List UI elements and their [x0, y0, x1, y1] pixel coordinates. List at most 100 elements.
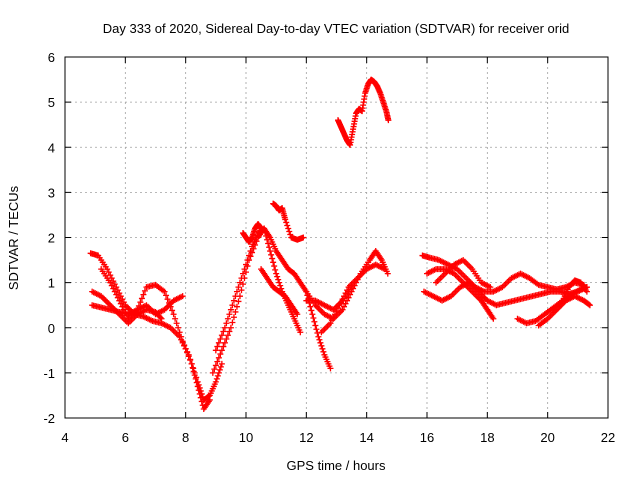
y-tick-label: 3 [48, 185, 55, 200]
data-point-marker [212, 378, 219, 385]
data-point-marker [235, 284, 242, 291]
data-point-marker [239, 281, 246, 288]
x-tick-label: 22 [601, 430, 615, 445]
data-point-marker [246, 252, 253, 259]
data-point-marker [169, 307, 176, 314]
data-point-marker [238, 275, 245, 282]
data-point-marker [244, 257, 251, 264]
data-point-marker [385, 117, 392, 124]
data-point-marker [212, 347, 219, 354]
grid [65, 57, 608, 418]
data-point-marker [178, 333, 185, 340]
data-point-marker [119, 303, 126, 310]
data-point-marker [220, 328, 227, 335]
data-point-marker [258, 225, 265, 232]
data-point-marker [206, 396, 213, 403]
data-point-marker [315, 333, 322, 340]
data-point-marker [226, 311, 233, 318]
data-point-marker [179, 338, 186, 345]
data-point-marker [138, 295, 145, 302]
data-point-marker [313, 326, 320, 333]
data-point-marker [339, 306, 346, 313]
data-point-marker [585, 301, 592, 308]
data-point-marker [214, 358, 221, 365]
data-point-marker [284, 222, 291, 229]
y-tick-label: -1 [43, 366, 55, 381]
data-point-marker [239, 270, 246, 277]
data-point-marker [230, 297, 237, 304]
data-point-marker [205, 393, 212, 400]
data-point-marker [167, 303, 174, 310]
x-tick-label: 14 [359, 430, 373, 445]
data-point-marker [163, 292, 170, 299]
data-point-marker [583, 288, 590, 295]
data-point-marker [114, 287, 121, 294]
data-point-marker [170, 311, 177, 318]
y-tick-label: 5 [48, 95, 55, 110]
data-point-marker [320, 348, 327, 355]
data-point-marker [197, 394, 204, 401]
data-point-marker [117, 293, 124, 300]
data-point-marker [328, 317, 335, 324]
data-point-marker [198, 398, 205, 405]
data-point-marker [221, 339, 228, 346]
data-point-marker [331, 311, 338, 318]
data-point-marker [265, 240, 272, 247]
data-point-marker [194, 383, 201, 390]
data-point-marker [381, 266, 388, 273]
data-point-marker [318, 342, 325, 349]
y-tick-label: -2 [43, 411, 55, 426]
data-point-marker [263, 232, 270, 239]
data-point-marker [230, 314, 237, 321]
data-point-marker [268, 251, 275, 258]
data-point-marker [297, 329, 304, 336]
data-point-marker [310, 314, 317, 321]
data-point-marker [270, 259, 277, 266]
data-point-marker [161, 288, 168, 295]
data-point-marker [300, 234, 307, 241]
x-axis-label: GPS time / hours [287, 458, 386, 473]
data-point-marker [341, 303, 348, 310]
x-tick-label: 12 [299, 430, 313, 445]
data-point-marker [113, 291, 120, 298]
data-point-marker [110, 285, 117, 292]
data-point-marker [135, 302, 142, 309]
data-point-marker [217, 363, 224, 370]
data-point-marker [137, 299, 144, 306]
data-point-marker [283, 219, 290, 226]
data-point-marker [166, 299, 173, 306]
data-point-marker [271, 263, 278, 270]
data-point-marker [217, 336, 224, 343]
data-point-marker [384, 270, 391, 277]
data-point-marker [184, 349, 191, 356]
data-point-marker [218, 347, 225, 354]
data-point-marker [316, 336, 323, 343]
data-point-marker [119, 296, 126, 303]
data-point-marker [226, 328, 233, 335]
data-point-marker [327, 320, 334, 327]
data-point-marker [175, 324, 182, 331]
data-point-marker [309, 311, 316, 318]
data-point-marker [348, 284, 355, 291]
x-tick-label: 4 [61, 430, 68, 445]
data-point-marker [269, 255, 276, 262]
data-point-marker [191, 372, 198, 379]
data-point-marker [227, 306, 234, 313]
y-tick-label: 6 [48, 50, 55, 65]
data-point-marker [312, 322, 319, 329]
data-point-marker [215, 354, 222, 361]
data-point-marker [134, 306, 141, 313]
data-point-marker [232, 308, 239, 315]
data-point-marker [247, 248, 254, 255]
data-point-marker [275, 276, 282, 283]
data-point-marker [209, 369, 216, 376]
data-point-marker [181, 342, 188, 349]
data-point-marker [233, 288, 240, 295]
data-point-marker [330, 314, 337, 321]
data-point-marker [490, 315, 497, 322]
data-point-marker [215, 339, 222, 346]
data-point-marker [274, 273, 281, 280]
data-point-marker [285, 225, 292, 232]
